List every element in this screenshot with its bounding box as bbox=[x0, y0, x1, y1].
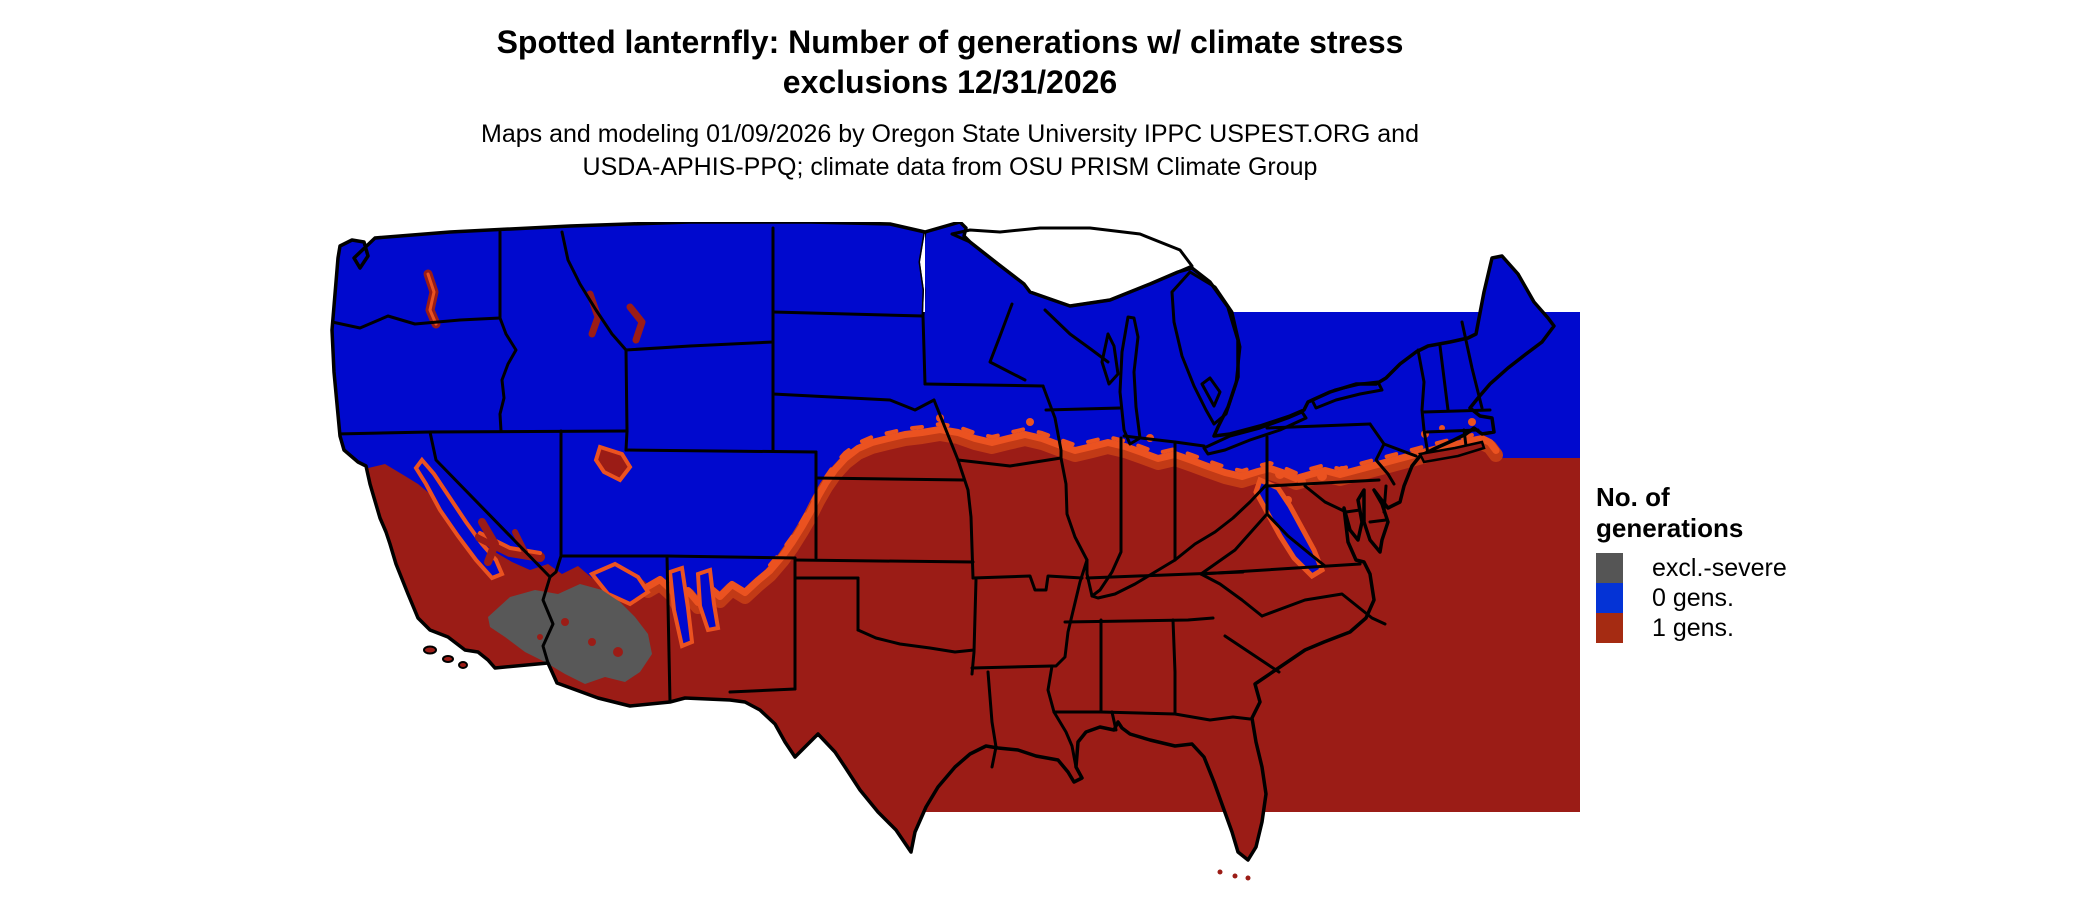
sierra-nevada-blue-patch bbox=[413, 456, 505, 581]
long-island bbox=[1418, 440, 1486, 464]
warm-valley-streaks bbox=[423, 269, 646, 566]
gray-speckles bbox=[537, 618, 623, 657]
legend-item-excl-severe: excl.-severe bbox=[1596, 553, 1956, 583]
legend-swatch-excl-severe bbox=[1596, 553, 1623, 583]
lake-erie bbox=[1202, 410, 1308, 456]
lake-huron bbox=[1170, 270, 1242, 426]
us-map-svg bbox=[330, 220, 1600, 881]
saginaw-bay bbox=[1200, 376, 1222, 408]
legend-item-zero-gens: 0 gens. bbox=[1596, 583, 1956, 613]
offshore-islands bbox=[423, 440, 1486, 881]
legend-item-one-gen: 1 gens. bbox=[1596, 613, 1956, 643]
legend-label-excl-severe: excl.-severe bbox=[1652, 553, 1787, 582]
legend-label-one-gen: 1 gens. bbox=[1652, 613, 1735, 642]
country-outline bbox=[330, 220, 1556, 862]
rockies-blue-finger-2 bbox=[695, 567, 721, 633]
map-subtitle: Maps and modeling 01/09/2026 by Oregon S… bbox=[0, 118, 1900, 184]
legend-label-zero-gens: 0 gens. bbox=[1652, 583, 1735, 612]
salt-lake-red-patch bbox=[593, 444, 633, 483]
us-map bbox=[330, 220, 1600, 892]
legend-swatch-zero-gens bbox=[1596, 583, 1623, 613]
map-fill-layer bbox=[332, 222, 1600, 860]
map-subtitle-line2: USDA-APHIS-PPQ; climate data from OSU PR… bbox=[582, 153, 1318, 181]
legend-swatch-one-gen bbox=[1596, 613, 1623, 643]
map-title-line2: exclusions 12/31/2026 bbox=[782, 64, 1118, 100]
state-borders bbox=[332, 226, 1492, 769]
transition-band bbox=[641, 422, 1503, 616]
region-excluded-severe bbox=[488, 584, 652, 684]
rockies-blue-finger-1 bbox=[667, 565, 695, 649]
legend-title: No. of generations bbox=[1596, 482, 1956, 544]
page-title: Spotted lanternfly: Number of generation… bbox=[0, 22, 1900, 102]
map-legend: No. of generations excl.-severe 0 gens. … bbox=[1596, 482, 1956, 643]
legend-title-line2: generations bbox=[1596, 513, 1744, 543]
legend-title-line1: No. of bbox=[1596, 482, 1670, 512]
map-subtitle-line1: Maps and modeling 01/09/2026 by Oregon S… bbox=[481, 120, 1419, 148]
map-title-line1: Spotted lanternfly: Number of generation… bbox=[496, 24, 1404, 60]
